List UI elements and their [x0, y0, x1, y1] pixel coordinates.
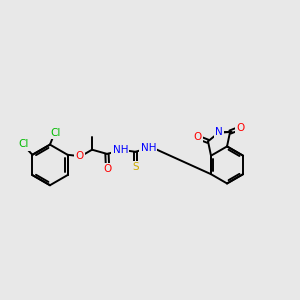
Text: Cl: Cl — [18, 139, 28, 149]
Text: NH: NH — [113, 145, 128, 155]
Text: N: N — [215, 128, 223, 137]
Text: Cl: Cl — [50, 128, 61, 138]
Text: O: O — [193, 132, 201, 142]
Text: O: O — [103, 164, 112, 174]
Text: O: O — [237, 123, 245, 133]
Text: NH: NH — [141, 143, 156, 153]
Text: O: O — [75, 151, 84, 161]
Text: S: S — [132, 162, 139, 172]
